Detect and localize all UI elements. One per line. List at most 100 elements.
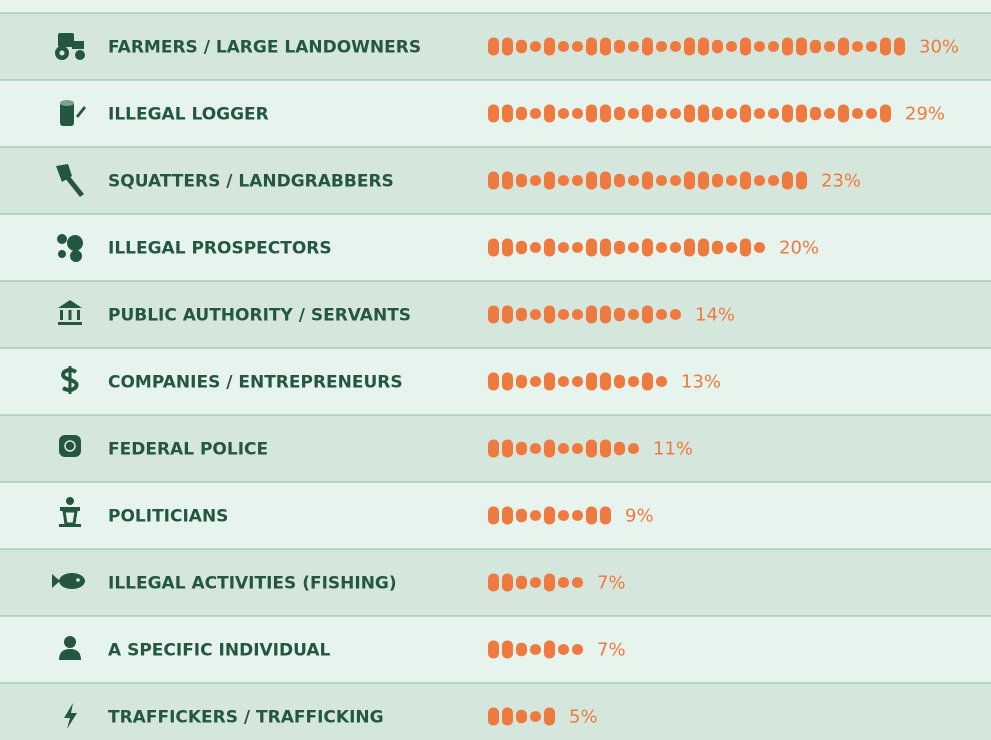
bar-dot xyxy=(544,506,555,525)
bar xyxy=(488,305,681,324)
rows: FARMERS / LARGE LANDOWNERS 30% ILLEGAL LOG… xyxy=(0,12,991,740)
bar-dot xyxy=(698,171,709,190)
bar-dot xyxy=(572,376,583,387)
category-label: TRAFFICKERS / TRAFFICKING xyxy=(108,708,384,728)
bar-dot xyxy=(796,104,807,123)
icon-axe xyxy=(56,164,84,197)
bar xyxy=(488,238,765,257)
bar-dot xyxy=(838,37,849,56)
bar-dot xyxy=(712,106,723,121)
value-label: 23% xyxy=(821,171,861,192)
bar-dot xyxy=(852,41,863,52)
value-label: 9% xyxy=(625,506,654,527)
category-label: FEDERAL POLICE xyxy=(108,440,268,460)
bar-dot xyxy=(544,372,555,391)
bar-dot xyxy=(544,707,555,726)
bar-dot xyxy=(810,39,821,54)
bar-dot xyxy=(558,175,569,186)
bar-dot xyxy=(880,37,891,56)
bar-dot xyxy=(488,372,499,391)
bar-dot xyxy=(600,171,611,190)
bar-dot xyxy=(572,309,583,320)
bar xyxy=(488,372,667,391)
bar-dot xyxy=(796,37,807,56)
bar-dot xyxy=(768,41,779,52)
bar-dot xyxy=(586,238,597,257)
icon-fish xyxy=(52,573,85,589)
bar-dot xyxy=(740,37,751,56)
bar-dot xyxy=(488,238,499,257)
bar-dot xyxy=(600,372,611,391)
bar-dot xyxy=(768,175,779,186)
bar-dot xyxy=(516,709,527,724)
bar-dot xyxy=(516,240,527,255)
bar-dot xyxy=(600,37,611,56)
bar-dot xyxy=(502,305,513,324)
bar-dot xyxy=(516,441,527,456)
bar-dot xyxy=(754,242,765,253)
bar-dot xyxy=(586,37,597,56)
bar-dot xyxy=(586,439,597,458)
bar-dot xyxy=(488,439,499,458)
value-label: 29% xyxy=(905,104,945,125)
bar-dot xyxy=(782,171,793,190)
bar-dot xyxy=(488,573,499,592)
bar-dot xyxy=(838,104,849,123)
bar-dot xyxy=(656,309,667,320)
bar-dot xyxy=(642,171,653,190)
bar-dot xyxy=(782,104,793,123)
bar-dot xyxy=(502,37,513,56)
bar-dot xyxy=(586,506,597,525)
bar-dot xyxy=(530,41,541,52)
category-label: ILLEGAL LOGGER xyxy=(108,105,269,125)
bar-dot xyxy=(726,108,737,119)
bar-dot xyxy=(698,37,709,56)
bar-dot xyxy=(740,104,751,123)
bar-dot xyxy=(600,506,611,525)
category-label: COMPANIES / ENTREPRENEURS xyxy=(108,373,403,393)
bar-dot xyxy=(670,309,681,320)
bar-dot xyxy=(488,37,499,56)
bar-dot xyxy=(726,175,737,186)
bar-dot xyxy=(544,238,555,257)
bar-dot xyxy=(558,510,569,521)
icon-tractor xyxy=(55,33,85,60)
bar-dot xyxy=(866,108,877,119)
bar-dot xyxy=(600,305,611,324)
bar-dot xyxy=(642,238,653,257)
bar-dot xyxy=(614,106,625,121)
bar-dot xyxy=(516,39,527,54)
bar-dot xyxy=(628,41,639,52)
bar-dot xyxy=(516,173,527,188)
value-label: 30% xyxy=(919,37,959,58)
bar-dot xyxy=(572,577,583,588)
category-label: FARMERS / LARGE LANDOWNERS xyxy=(108,38,421,58)
category-label: PUBLIC AUTHORITY / SERVANTS xyxy=(108,306,411,326)
bar-dot xyxy=(502,372,513,391)
bar-dot xyxy=(768,108,779,119)
icon-stones xyxy=(57,234,83,262)
bar-dot xyxy=(614,441,625,456)
bar-dot xyxy=(502,104,513,123)
bar xyxy=(488,573,583,592)
bar-dot xyxy=(544,171,555,190)
bar-dot xyxy=(684,37,695,56)
bar-dot xyxy=(516,374,527,389)
bar-dot xyxy=(544,439,555,458)
bar-dot xyxy=(670,108,681,119)
bar xyxy=(488,439,639,458)
value-label: 7% xyxy=(597,573,626,594)
bar-dot xyxy=(628,242,639,253)
bar-dot xyxy=(810,106,821,121)
bar-dot xyxy=(502,171,513,190)
category-label: ILLEGAL PROSPECTORS xyxy=(108,239,332,259)
bar-dot xyxy=(656,175,667,186)
bar-dot xyxy=(558,577,569,588)
icon-person xyxy=(59,636,81,660)
bar-dot xyxy=(684,104,695,123)
bar-dot xyxy=(586,305,597,324)
bar-dot xyxy=(544,37,555,56)
bar-dot xyxy=(558,108,569,119)
bar-dot xyxy=(502,640,513,659)
